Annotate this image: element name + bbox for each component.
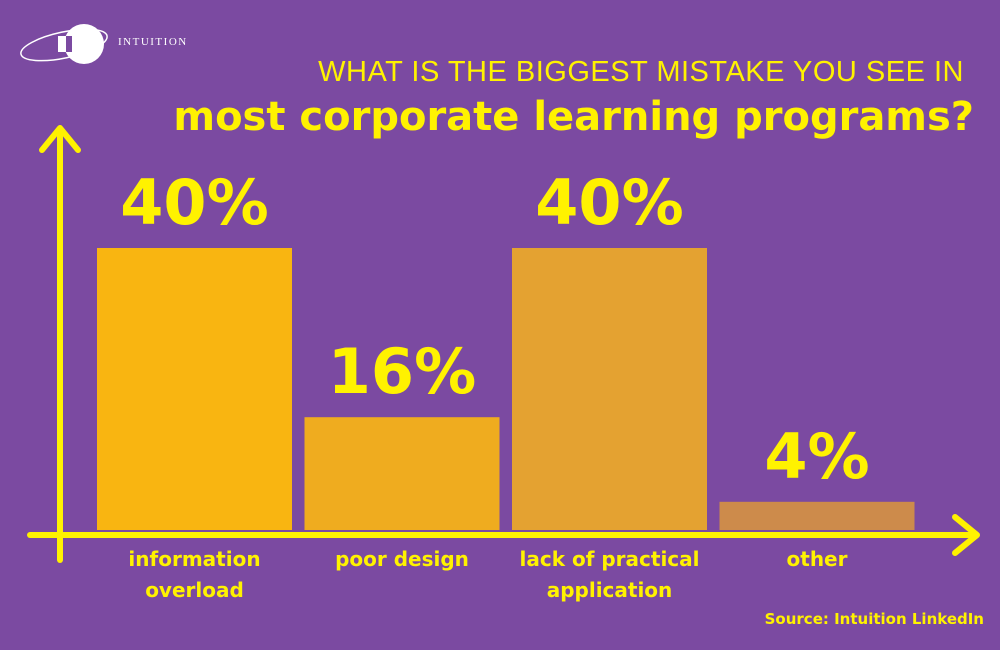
source-note: Source: Intuition LinkedIn	[764, 610, 984, 628]
category-label: other	[786, 547, 848, 571]
bar	[304, 417, 500, 530]
value-label: 16%	[327, 335, 477, 409]
value-label: 40%	[535, 166, 684, 239]
category-label: information overload	[128, 547, 261, 602]
category-label: lack of practical application	[519, 547, 700, 602]
logo-mark	[20, 24, 108, 64]
logo-text: INTUITION	[118, 36, 188, 48]
value-label: 40%	[120, 166, 269, 239]
value-label: 4%	[764, 419, 870, 493]
chart-title: WHAT IS THE BIGGEST MISTAKE YOU SEE IN	[318, 56, 964, 88]
bar	[97, 248, 292, 530]
bar	[719, 501, 915, 530]
bar	[512, 248, 707, 530]
chart-subtitle: most corporate learning programs?	[173, 94, 974, 140]
category-label: poor design	[335, 547, 469, 571]
axes	[27, 125, 980, 563]
